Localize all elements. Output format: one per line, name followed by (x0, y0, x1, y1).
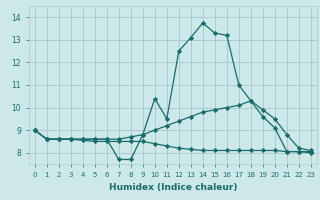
X-axis label: Humidex (Indice chaleur): Humidex (Indice chaleur) (108, 183, 237, 192)
